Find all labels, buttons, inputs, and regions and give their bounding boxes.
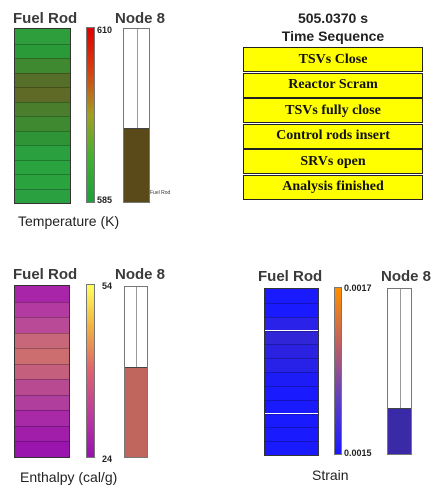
temperature-rod-title: Fuel Rod [13,10,78,27]
strain-colorbar [334,287,342,455]
temperature-rod-segment [15,145,70,160]
temperature-rod-segment [15,174,70,189]
enthalpy-rod-segment [15,425,69,442]
temperature-rod-segment [15,188,70,203]
strain-fuel-rod [264,288,319,456]
temperature-rod-segment [15,43,70,58]
time-readout: 505.0370 s [297,10,369,26]
enthalpy-rod-title: Fuel Rod [13,266,78,283]
enthalpy-rod-segment [15,363,69,380]
sequence-event: Reactor Scram [243,72,423,98]
strain-rod-segment [265,427,318,442]
strain-rod-segment [265,413,318,428]
enthalpy-rod-segment [15,332,69,349]
strain-rod-segment [265,441,318,455]
strain-scale-max: 0.0017 [344,283,372,293]
strain-rod-segment [265,372,318,386]
strain-rod-segment [265,385,318,400]
sequence-event: TSVs fully close [243,98,423,123]
enthalpy-node-8-gauge [124,286,148,458]
temperature-node-rail [136,29,138,202]
enthalpy-rod-segment [15,441,69,457]
temperature-rod-segment [15,130,70,145]
strain-scale-min: 0.0015 [344,448,372,458]
enthalpy-rod-segment [15,348,69,364]
temperature-fuel-rod [14,28,71,204]
enthalpy-colorbar [86,284,95,458]
temperature-node-fill [124,127,149,202]
enthalpy-scale-min: 24 [102,454,113,464]
enthalpy-rod-segment [15,317,69,333]
temperature-rod-segment [15,29,70,44]
sequence-event: Analysis finished [243,174,423,200]
enthalpy-rod-segment [15,301,69,318]
enthalpy-rod-segment [15,286,69,302]
temperature-rod-segment [15,116,70,131]
enthalpy-scale-max: 54 [102,281,113,291]
temperature-rod-segment [15,101,70,116]
strain-rod-segment [265,289,318,303]
enthalpy-fuel-rod [14,285,70,458]
enthalpy-node-fill [125,366,147,457]
temperature-rod-segment [15,72,70,87]
strain-rod-segment [265,302,318,317]
strain-rod-segment [265,316,318,331]
strain-node-title: Node 8 [381,268,432,285]
temperature-node-inner-label: Fuel Rod [150,190,171,196]
enthalpy-caption: Enthalpy (cal/g) [20,469,118,485]
strain-caption: Strain [312,467,349,483]
strain-rod-segment [265,399,318,414]
strain-node-rail [399,289,401,454]
strain-rod-segment [265,358,318,372]
temperature-node-8-gauge [123,28,150,203]
enthalpy-rod-segment [15,394,69,411]
strain-rod-segment [265,344,318,359]
temperature-rod-segment [15,159,70,174]
sequence-event: Control rods insert [243,123,423,149]
sequence-event: TSVs Close [243,47,423,72]
sequence-event: SRVs open [243,149,423,174]
strain-rod-segment [265,330,318,345]
enthalpy-node-title: Node 8 [115,266,166,283]
temperature-node-title: Node 8 [115,10,166,27]
strain-rod-title: Fuel Rod [258,268,323,285]
temperature-caption: Temperature (K) [18,213,120,229]
enthalpy-rod-segment [15,410,69,426]
temperature-rod-segment [15,58,70,73]
temperature-colorbar [86,27,95,203]
strain-node-8-gauge [387,288,412,455]
strain-node-fill [388,407,411,454]
enthalpy-rod-segment [15,379,69,395]
time-sequence-heading: Time Sequence [281,28,385,44]
temperature-scale-min: 585 [97,195,113,205]
temperature-rod-segment [15,87,70,102]
temperature-scale-max: 610 [97,25,113,35]
